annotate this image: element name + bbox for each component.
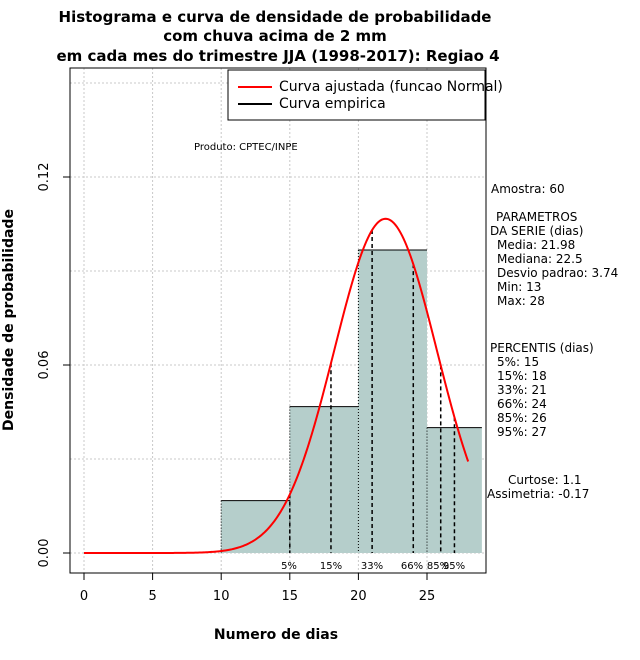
x-axis-label: Numero de dias: [214, 627, 338, 643]
chart-title-line-2: com chuva acima de 2 mm: [163, 27, 387, 45]
pctl-85: 85%: 26: [497, 411, 547, 425]
pctl-15: 15%: 18: [497, 369, 547, 383]
sample-size: Amostra: 60: [491, 182, 565, 196]
chart-title-line-1: Histograma e curva de densidade de proba…: [59, 8, 492, 26]
y-axis-label: Densidade de probabilidade: [1, 209, 17, 431]
stat-min: Min: 13: [497, 280, 541, 294]
x-tick-label: 0: [80, 589, 88, 604]
histogram-bars: [220, 249, 482, 553]
histogram-bar: [289, 406, 359, 553]
normal-curve-group: [84, 217, 470, 554]
axes: 0 5 10 15 20 25 0.00 0.06 0.12: [37, 163, 435, 604]
y-tick-label: 0.12: [37, 163, 52, 192]
stat-sd: Desvio padrao: 3.74: [497, 266, 618, 280]
percentiles-header: PERCENTIS (dias): [490, 341, 594, 355]
pctl-95: 95%: 27: [497, 425, 547, 439]
y-tick-label: 0.06: [37, 351, 52, 380]
credit-text: Produto: CPTEC/INPE: [194, 142, 298, 153]
params-header-2: DA SERIE (dias): [490, 224, 583, 238]
pctl-33: 33%: 21: [497, 383, 547, 397]
stat-kurtosis: Curtose: 1.1: [508, 473, 582, 487]
legend-fitted-label: Curva ajustada (funcao Normal): [279, 79, 503, 95]
normal-curve: [84, 217, 470, 554]
histogram-bar: [221, 500, 290, 553]
stat-median: Mediana: 22.5: [497, 252, 583, 266]
stat-mean: Media: 21.98: [497, 238, 575, 252]
stats-panel: Amostra: 60 PARAMETROS DA SERIE (dias) M…: [487, 182, 618, 501]
stat-skewness: Assimetria: -0.17: [487, 487, 589, 501]
percentile-label: 85%: [427, 561, 449, 572]
x-tick-label: 15: [282, 589, 299, 604]
x-tick-label: 5: [148, 589, 156, 604]
params-header-1: PARAMETROS: [496, 210, 577, 224]
x-tick-label: 10: [213, 589, 230, 604]
legend-empirical-label: Curva empirica: [279, 96, 386, 112]
histogram-bar: [358, 250, 427, 553]
legend: Curva ajustada (funcao Normal) Curva emp…: [227, 69, 503, 121]
stat-max: Max: 28: [497, 294, 545, 308]
percentile-label: 95%: [443, 561, 465, 572]
pctl-66: 66%: 24: [497, 397, 547, 411]
chart-title-line-3: em cada mes do trimestre JJA (1998-2017)…: [56, 47, 499, 65]
percentile-label: 15%: [320, 561, 342, 572]
x-tick-label: 20: [350, 589, 367, 604]
legend-box: [227, 69, 486, 121]
percentile-label: 33%: [361, 561, 383, 572]
percentile-lines: 5% 15% 33% 66% 85%95%: [281, 230, 465, 572]
x-tick-label: 25: [419, 589, 436, 604]
percentile-label: 5%: [281, 561, 297, 572]
pctl-5: 5%: 15: [497, 355, 539, 369]
y-tick-label: 0.00: [37, 539, 52, 568]
percentile-label: 66%: [401, 561, 423, 572]
